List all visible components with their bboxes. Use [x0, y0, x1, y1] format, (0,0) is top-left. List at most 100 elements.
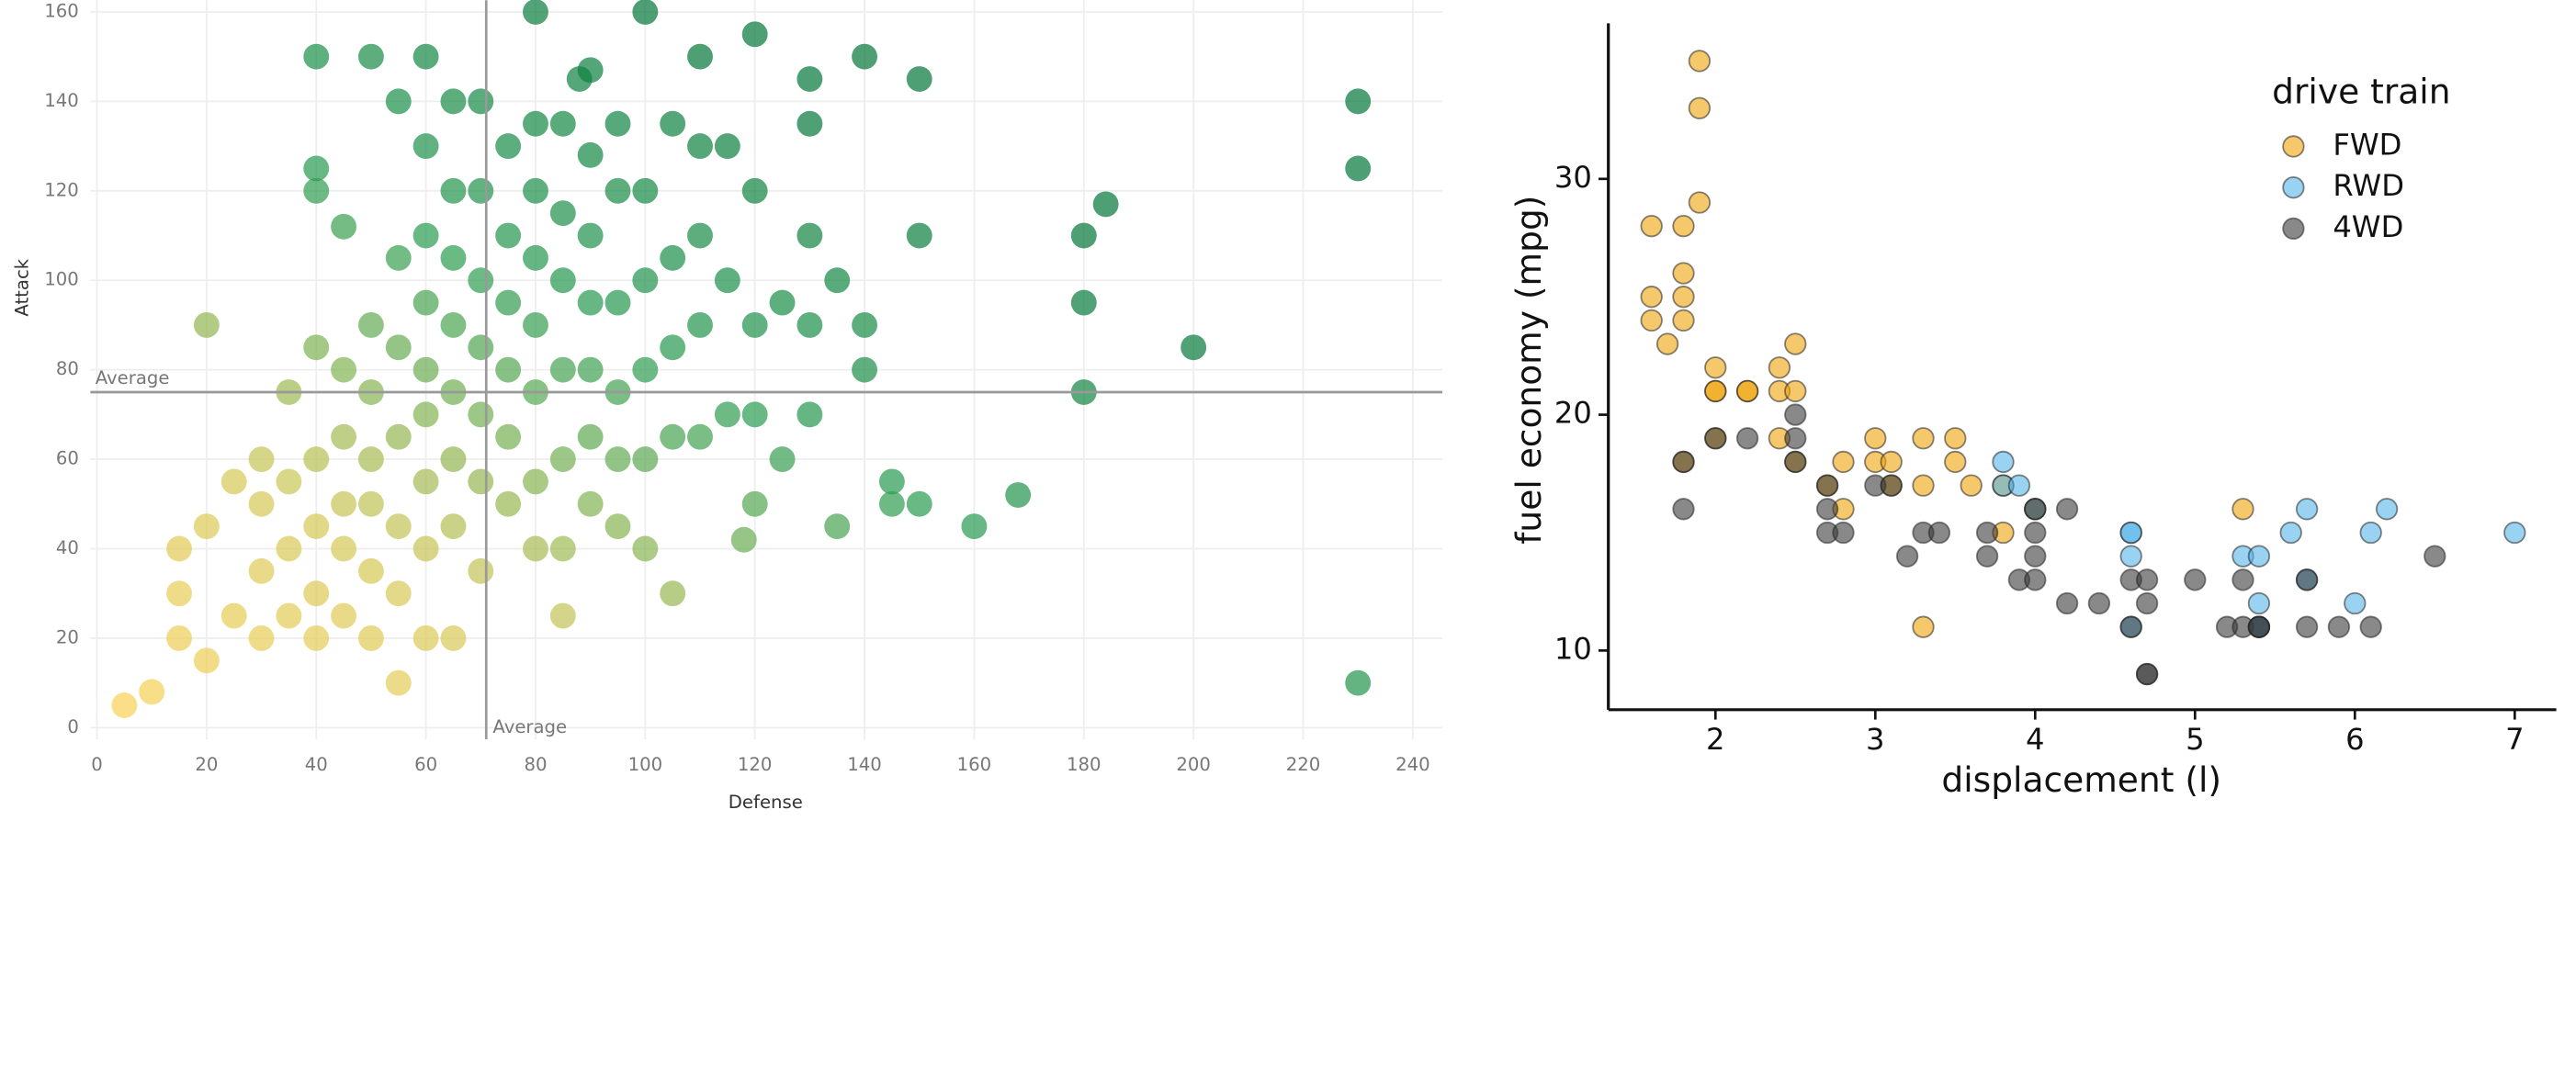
y-tick-label: 160: [44, 0, 79, 21]
point: [1912, 427, 1935, 450]
point: [769, 289, 796, 316]
point: [2295, 615, 2319, 638]
point: [687, 423, 713, 450]
point: [797, 311, 823, 338]
point: [1895, 545, 1919, 568]
point: [1345, 669, 1372, 696]
point: [1070, 289, 1097, 316]
point: [797, 401, 823, 428]
x-tick-label: 4: [2026, 722, 2044, 757]
point: [523, 177, 548, 204]
legend-marker: [2282, 175, 2305, 199]
point: [2024, 498, 2047, 521]
legend-label: RWD: [2333, 168, 2404, 203]
point: [1960, 474, 1983, 497]
point: [1735, 427, 1759, 450]
point: [412, 222, 439, 249]
x-tick-label: 240: [1395, 754, 1430, 775]
x-tick-label: 120: [738, 754, 773, 775]
point: [1181, 334, 1207, 361]
y-axis-title: fuel economy (mpg): [1508, 196, 1549, 545]
x-tick-label: 5: [2186, 722, 2204, 757]
point: [523, 0, 548, 25]
y-tick-label: 30: [1554, 160, 1592, 195]
x-tick-label: 7: [2505, 722, 2524, 757]
point: [1912, 615, 1935, 638]
point: [1345, 155, 1372, 182]
point: [2279, 521, 2302, 545]
point: [331, 490, 357, 517]
point: [2119, 545, 2142, 568]
point: [687, 311, 713, 338]
point: [523, 244, 548, 271]
point: [193, 647, 220, 674]
y-tick-label: 80: [56, 358, 79, 379]
point: [1672, 286, 1695, 309]
point: [906, 66, 932, 92]
point: [440, 446, 467, 473]
point: [1672, 498, 1695, 521]
point: [797, 110, 823, 137]
point: [714, 133, 740, 160]
legend-label: FWD: [2333, 127, 2401, 162]
point: [468, 334, 494, 361]
point: [331, 213, 357, 240]
point: [549, 267, 576, 294]
point: [730, 526, 757, 553]
point: [385, 88, 412, 115]
point: [1688, 50, 1712, 73]
point: [577, 356, 604, 383]
point: [878, 490, 905, 517]
point: [1655, 332, 1679, 355]
x-tick-label: 220: [1286, 754, 1321, 775]
chart-right: fuel economy (mpg) displacement (l) 2 3 4 5…: [1508, 23, 2557, 800]
x-tick-label: 180: [1067, 754, 1102, 775]
point: [412, 468, 439, 495]
x-axis-title: Defense: [729, 792, 803, 813]
y-tick-label: 60: [56, 448, 79, 469]
point: [769, 446, 796, 473]
point: [412, 535, 439, 562]
x-tick-label: 6: [2345, 722, 2364, 757]
point: [1784, 427, 1807, 450]
point: [549, 602, 576, 629]
point: [906, 490, 932, 517]
point: [1927, 521, 1951, 545]
point: [412, 133, 439, 160]
point: [1864, 427, 1887, 450]
point: [166, 624, 192, 651]
point: [1784, 379, 1807, 403]
y-tick-label: 0: [67, 716, 79, 737]
point: [824, 267, 851, 294]
point: [2119, 615, 2142, 638]
point: [2055, 498, 2079, 521]
point: [2247, 545, 2271, 568]
point: [687, 133, 713, 160]
point: [1784, 403, 1807, 426]
point: [440, 513, 467, 540]
x-tick-label: 140: [847, 754, 882, 775]
point: [193, 311, 220, 338]
point: [1944, 427, 1967, 450]
point: [495, 222, 522, 249]
point: [1672, 450, 1695, 474]
point: [523, 468, 548, 495]
point: [660, 334, 686, 361]
point: [1345, 88, 1372, 115]
point: [687, 43, 713, 70]
point: [1832, 450, 1855, 474]
point: [468, 177, 494, 204]
point: [276, 535, 302, 562]
point: [385, 423, 412, 450]
point: [2423, 545, 2446, 568]
point: [357, 311, 384, 338]
point: [604, 110, 631, 137]
point: [166, 535, 192, 562]
x-tick-label: 40: [305, 754, 328, 775]
point: [2055, 591, 2079, 615]
point: [523, 110, 548, 137]
point: [1672, 309, 1695, 332]
point: [468, 88, 494, 115]
